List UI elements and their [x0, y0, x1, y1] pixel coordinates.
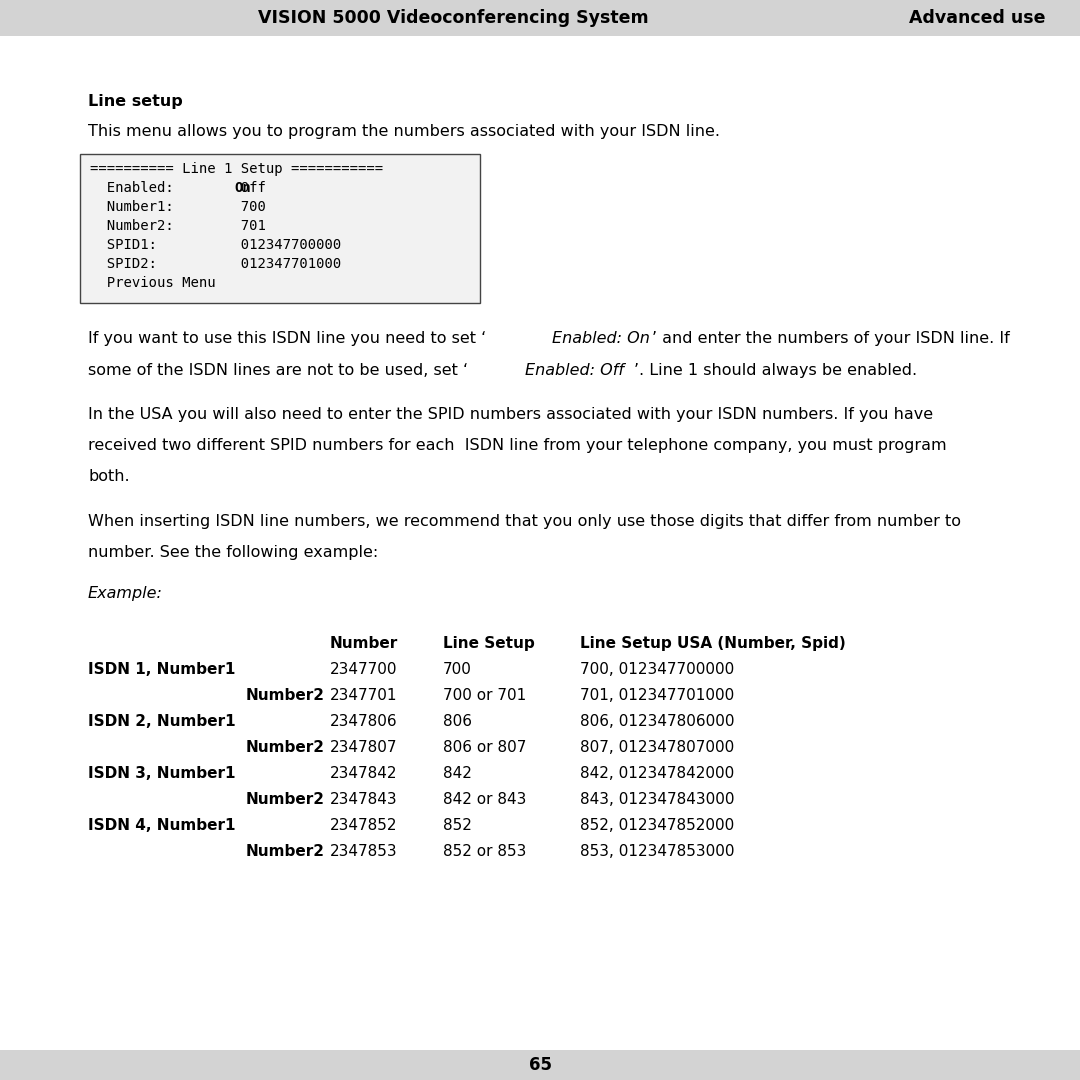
Text: Number2:        701: Number2: 701	[90, 219, 266, 233]
Text: 2347701: 2347701	[330, 688, 397, 703]
Text: If you want to use this ISDN line you need to set ‘: If you want to use this ISDN line you ne…	[87, 330, 486, 346]
Text: 700: 700	[443, 662, 472, 677]
Text: 65: 65	[528, 1056, 552, 1074]
Text: ISDN 4, Number1: ISDN 4, Number1	[87, 818, 235, 833]
Text: 700, 012347700000: 700, 012347700000	[580, 662, 734, 677]
Text: 2347842: 2347842	[330, 766, 397, 781]
Text: Enabled: On: Enabled: On	[552, 330, 650, 346]
Text: 842: 842	[443, 766, 472, 781]
Text: Enabled:        Off: Enabled: Off	[90, 181, 291, 195]
Text: 853, 012347853000: 853, 012347853000	[580, 843, 734, 859]
Text: 2347843: 2347843	[330, 792, 397, 807]
Bar	[80, 154, 480, 303]
Text: number. See the following example:: number. See the following example:	[87, 545, 378, 561]
Text: 852: 852	[443, 818, 472, 833]
Text: received two different SPID numbers for each  ISDN line from your telephone comp: received two different SPID numbers for …	[87, 438, 947, 453]
Text: Enabled: Off: Enabled: Off	[525, 363, 624, 378]
Text: 2347853: 2347853	[330, 843, 397, 859]
Text: Line Setup: Line Setup	[443, 636, 535, 651]
Text: Example:: Example:	[87, 586, 163, 600]
Text: This menu allows you to program the numbers associated with your ISDN line.: This menu allows you to program the numb…	[87, 124, 720, 139]
Text: 806 or 807: 806 or 807	[443, 740, 526, 755]
Text: ISDN 1, Number1: ISDN 1, Number1	[87, 662, 235, 677]
Text: 807, 012347807000: 807, 012347807000	[580, 740, 734, 755]
Text: Line setup: Line setup	[87, 94, 183, 109]
Text: On: On	[234, 181, 251, 195]
Text: In the USA you will also need to enter the SPID numbers associated with your ISD: In the USA you will also need to enter t…	[87, 407, 933, 422]
Text: SPID2:          012347701000: SPID2: 012347701000	[90, 257, 341, 271]
Text: ’ and enter the numbers of your ISDN line. If: ’ and enter the numbers of your ISDN lin…	[652, 330, 1010, 346]
Text: 700 or 701: 700 or 701	[443, 688, 526, 703]
Text: Number: Number	[330, 636, 399, 651]
Text: Number2: Number2	[246, 792, 325, 807]
Text: Number2: Number2	[246, 740, 325, 755]
Text: ISDN 3, Number1: ISDN 3, Number1	[87, 766, 235, 781]
Text: some of the ISDN lines are not to be used, set ‘: some of the ISDN lines are not to be use…	[87, 363, 468, 378]
Text: 2347700: 2347700	[330, 662, 397, 677]
Text: 2347852: 2347852	[330, 818, 397, 833]
Text: Line Setup USA (Number, Spid): Line Setup USA (Number, Spid)	[580, 636, 846, 651]
Text: 2347806: 2347806	[330, 714, 397, 729]
Text: ========== Line 1 Setup ===========: ========== Line 1 Setup ===========	[90, 162, 383, 176]
Text: Previous Menu: Previous Menu	[90, 276, 216, 291]
Text: 843, 012347843000: 843, 012347843000	[580, 792, 734, 807]
Text: Advanced use: Advanced use	[909, 9, 1045, 27]
Text: ISDN 2, Number1: ISDN 2, Number1	[87, 714, 235, 729]
Text: SPID1:          012347700000: SPID1: 012347700000	[90, 238, 341, 252]
Text: ’. Line 1 should always be enabled.: ’. Line 1 should always be enabled.	[634, 363, 917, 378]
Text: both.: both.	[87, 469, 130, 484]
Text: 806, 012347806000: 806, 012347806000	[580, 714, 734, 729]
Text: 842 or 843: 842 or 843	[443, 792, 526, 807]
Text: Number2: Number2	[246, 843, 325, 859]
Text: 852 or 853: 852 or 853	[443, 843, 526, 859]
Text: Number2: Number2	[246, 688, 325, 703]
Bar	[0, 0, 1080, 36]
Text: Number1:        700: Number1: 700	[90, 200, 266, 214]
Text: 701, 012347701000: 701, 012347701000	[580, 688, 734, 703]
Text: 842, 012347842000: 842, 012347842000	[580, 766, 734, 781]
Text: 806: 806	[443, 714, 472, 729]
Text: When inserting ISDN line numbers, we recommend that you only use those digits th: When inserting ISDN line numbers, we rec…	[87, 514, 961, 529]
Bar	[0, 1050, 1080, 1080]
Text: 2347807: 2347807	[330, 740, 397, 755]
Text: 852, 012347852000: 852, 012347852000	[580, 818, 734, 833]
Text: VISION 5000 Videoconferencing System: VISION 5000 Videoconferencing System	[258, 9, 649, 27]
